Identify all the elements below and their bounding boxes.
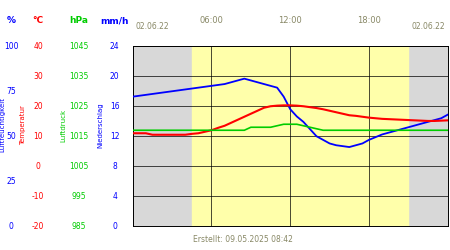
Text: 995: 995 bbox=[72, 192, 86, 201]
Text: 1035: 1035 bbox=[69, 72, 89, 81]
Text: mm/h: mm/h bbox=[100, 16, 129, 25]
Text: 25: 25 bbox=[6, 177, 16, 186]
Text: Erstellt: 09.05.2025 08:42: Erstellt: 09.05.2025 08:42 bbox=[193, 235, 293, 244]
Text: 0: 0 bbox=[112, 222, 117, 231]
Text: 8: 8 bbox=[112, 162, 117, 171]
Text: Temperatur: Temperatur bbox=[20, 105, 27, 145]
Text: 12: 12 bbox=[110, 132, 120, 141]
Text: 10: 10 bbox=[33, 132, 43, 141]
Text: 100: 100 bbox=[4, 42, 18, 51]
Text: 24: 24 bbox=[110, 42, 120, 51]
Text: hPa: hPa bbox=[69, 16, 88, 25]
Text: %: % bbox=[7, 16, 16, 25]
Text: 06:00: 06:00 bbox=[199, 16, 224, 25]
Text: 1025: 1025 bbox=[69, 102, 88, 111]
Text: °C: °C bbox=[33, 16, 44, 25]
Text: Luftfeuchtigkeit: Luftfeuchtigkeit bbox=[0, 98, 5, 152]
Text: 985: 985 bbox=[72, 222, 86, 231]
Text: 18:00: 18:00 bbox=[357, 16, 381, 25]
Text: 20: 20 bbox=[33, 102, 43, 111]
Text: Niederschlag: Niederschlag bbox=[97, 102, 103, 148]
Text: 1005: 1005 bbox=[69, 162, 89, 171]
Text: 16: 16 bbox=[110, 102, 120, 111]
Text: 30: 30 bbox=[33, 72, 43, 81]
Text: 1045: 1045 bbox=[69, 42, 89, 51]
Text: 0: 0 bbox=[9, 222, 14, 231]
Text: Luftdruck: Luftdruck bbox=[60, 108, 66, 142]
Text: 20: 20 bbox=[110, 72, 120, 81]
Text: 12:00: 12:00 bbox=[279, 16, 302, 25]
Text: 75: 75 bbox=[6, 87, 16, 96]
Text: 40: 40 bbox=[33, 42, 43, 51]
Text: 1015: 1015 bbox=[69, 132, 88, 141]
Text: -10: -10 bbox=[32, 192, 45, 201]
Text: 50: 50 bbox=[6, 132, 16, 141]
Text: 4: 4 bbox=[112, 192, 117, 201]
Text: 02.06.22: 02.06.22 bbox=[135, 22, 169, 31]
Text: 0: 0 bbox=[36, 162, 40, 171]
Text: -20: -20 bbox=[32, 222, 45, 231]
Text: 02.06.22: 02.06.22 bbox=[412, 22, 446, 31]
Bar bbox=[192, 46, 408, 226]
